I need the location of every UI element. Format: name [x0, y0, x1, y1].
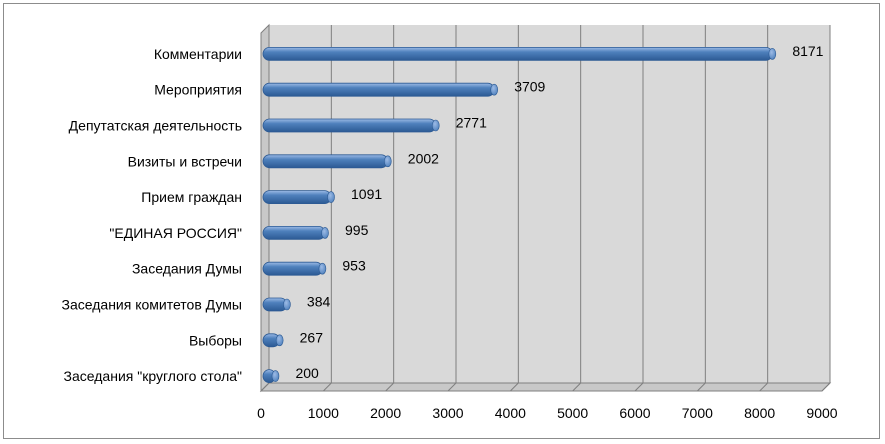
- data-label: 995: [345, 222, 369, 238]
- data-label: 384: [307, 294, 331, 310]
- floor-tick: [447, 382, 457, 392]
- x-tick-label: 5000: [557, 405, 588, 421]
- floor-tick: [696, 382, 706, 392]
- data-label: 200: [295, 365, 319, 381]
- bar-chart: 0 1000 2000 3000 4000 5000 6000 7000 8000 9000 Ком…: [62, 23, 838, 421]
- floor-tick: [759, 382, 769, 392]
- gridlines: [260, 25, 831, 392]
- back-wall: [269, 25, 830, 383]
- floor-tick: [322, 382, 332, 392]
- category-label: Заседания "круглого стола": [64, 368, 242, 384]
- x-tick-label: 0: [257, 405, 265, 421]
- data-label: 2002: [408, 150, 439, 166]
- category-label: Депутатская деятельность: [69, 118, 242, 134]
- category-label: Мероприятия: [154, 82, 242, 98]
- bar: [262, 261, 323, 276]
- floor-tick: [385, 382, 395, 392]
- data-label: 953: [342, 258, 366, 274]
- data-label: 2771: [456, 115, 487, 131]
- category-label: Заседания Думы: [132, 261, 242, 277]
- floor-tick: [821, 382, 831, 392]
- bar-cap: [431, 119, 440, 132]
- labels: 0 1000 2000 3000 4000 5000 6000 7000 8000 9000 Ком…: [62, 43, 838, 421]
- x-tick-label: 9000: [806, 405, 837, 421]
- data-label: 1091: [351, 186, 382, 202]
- floor-tick: [509, 382, 519, 392]
- bar-cap: [283, 298, 291, 311]
- bar-cap: [321, 227, 329, 239]
- x-tick-label: 8000: [744, 405, 775, 421]
- bar-cap: [271, 370, 280, 382]
- floor: [259, 382, 832, 392]
- x-tick-label: 1000: [308, 405, 339, 421]
- floor-tick: [260, 382, 270, 392]
- x-tick-label: 6000: [619, 405, 650, 421]
- plot-area: [259, 23, 832, 393]
- category-label: Комментарии: [154, 46, 242, 62]
- bar-cap: [768, 48, 777, 60]
- bar-cap: [275, 334, 284, 347]
- floor-tick: [572, 382, 582, 392]
- category-label: Визиты и встречи: [128, 153, 242, 169]
- bar: [262, 118, 437, 133]
- x-tick-label: 7000: [682, 405, 713, 421]
- data-label: 8171: [792, 43, 823, 59]
- bars: [262, 47, 777, 384]
- category-label: "ЕДИНАЯ РОССИЯ": [109, 225, 242, 241]
- bar: [262, 225, 326, 240]
- x-tick-label: 2000: [370, 405, 401, 421]
- bar-cap: [383, 155, 392, 168]
- category-label: Заседания комитетов Думы: [62, 297, 242, 313]
- chart-frame: 0 1000 2000 3000 4000 5000 6000 7000 8000 9000 Ком…: [3, 3, 880, 439]
- data-label: 267: [300, 329, 324, 345]
- bar: [262, 47, 773, 61]
- category-label: Выборы: [189, 332, 242, 348]
- bar: [262, 82, 495, 97]
- bar-cap: [490, 83, 498, 96]
- data-label: 3709: [514, 79, 545, 95]
- bar: [262, 190, 332, 205]
- category-label: Прием граждан: [141, 189, 242, 205]
- bar-cap: [318, 262, 327, 275]
- bar: [262, 154, 389, 169]
- floor-tick: [634, 382, 644, 392]
- bar-cap: [327, 191, 335, 203]
- x-tick-label: 3000: [432, 405, 463, 421]
- x-tick-label: 4000: [495, 405, 526, 421]
